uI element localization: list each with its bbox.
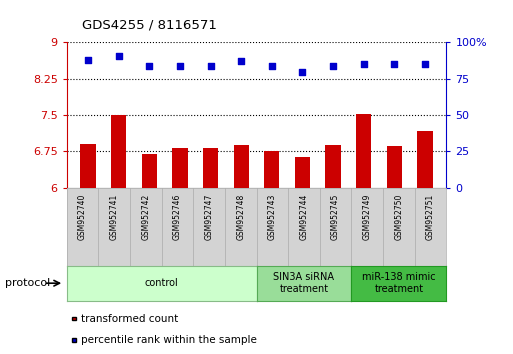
Bar (203, 148, 218, 188)
Point (329, 63, 337, 69)
Text: GSM952745: GSM952745 (331, 194, 340, 240)
Point (421, 62, 429, 67)
Text: GDS4255 / 8116571: GDS4255 / 8116571 (82, 19, 217, 32)
Bar (417, 131, 432, 188)
Point (84, 57, 92, 63)
Text: protocol: protocol (5, 278, 50, 288)
Bar (295, 157, 310, 188)
Point (206, 63, 214, 69)
Bar (172, 148, 188, 188)
Bar (264, 152, 280, 188)
Text: percentile rank within the sample: percentile rank within the sample (81, 335, 257, 345)
Bar (81, 144, 96, 188)
Text: SIN3A siRNA
treatment: SIN3A siRNA treatment (273, 272, 334, 294)
Point (114, 53, 123, 58)
Text: GSM952749: GSM952749 (363, 194, 372, 240)
Bar (233, 145, 249, 188)
Text: GSM952751: GSM952751 (426, 194, 435, 240)
Point (299, 69, 307, 74)
Bar (387, 145, 402, 188)
Bar (325, 145, 341, 188)
Text: GSM952747: GSM952747 (205, 194, 213, 240)
Point (145, 63, 153, 69)
Bar (111, 115, 126, 188)
Text: GSM952748: GSM952748 (236, 194, 245, 240)
Text: GSM952742: GSM952742 (141, 194, 150, 240)
Bar (142, 154, 157, 188)
Point (268, 63, 276, 69)
Text: GSM952750: GSM952750 (394, 194, 403, 240)
Text: GSM952740: GSM952740 (78, 194, 87, 240)
Text: GSM952743: GSM952743 (268, 194, 277, 240)
Text: GSM952741: GSM952741 (110, 194, 119, 240)
Text: control: control (145, 278, 179, 288)
Text: GSM952744: GSM952744 (300, 194, 308, 240)
Text: transformed count: transformed count (81, 314, 179, 324)
Point (176, 63, 184, 69)
Bar (356, 114, 371, 188)
Point (237, 58, 245, 64)
Text: GSM952746: GSM952746 (173, 194, 182, 240)
Point (360, 62, 368, 67)
Point (390, 62, 399, 67)
Text: miR-138 mimic
treatment: miR-138 mimic treatment (362, 272, 436, 294)
